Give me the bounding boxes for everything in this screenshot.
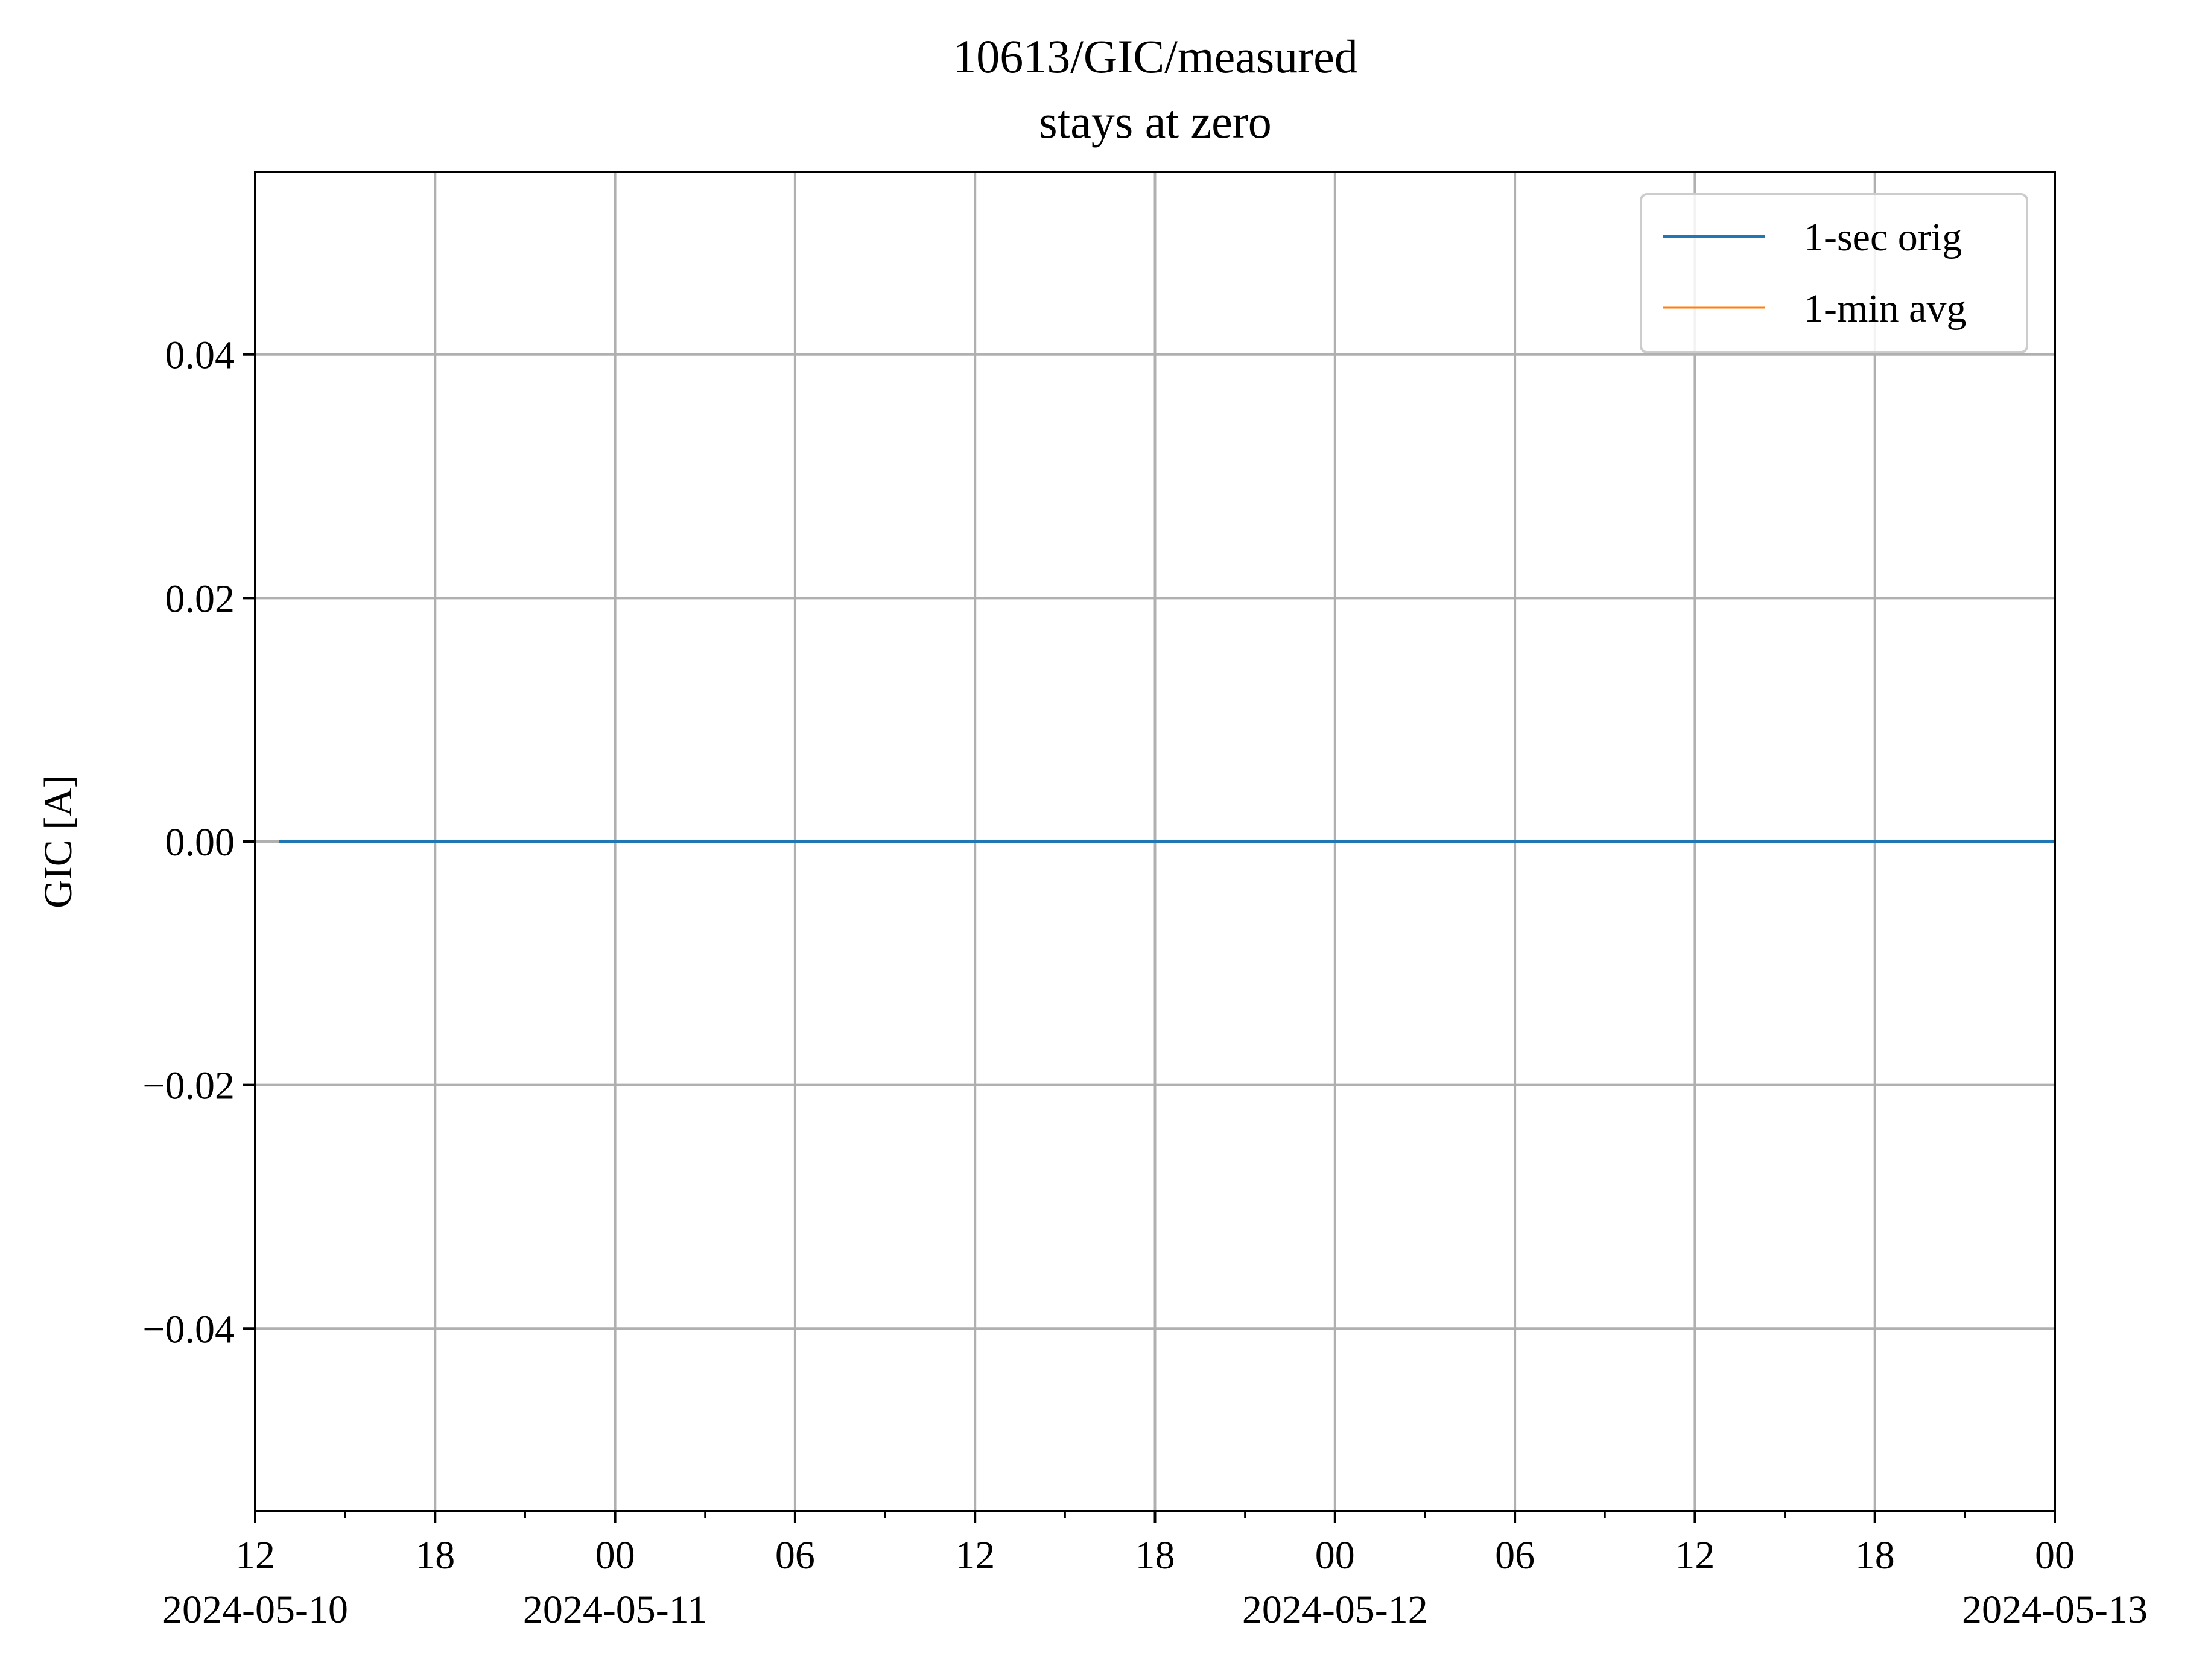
x-date-label: 2024-05-10 xyxy=(162,1588,348,1632)
x-tick-label: 12 xyxy=(955,1533,995,1577)
x-tick-label: 00 xyxy=(2035,1533,2075,1577)
y-tick-label: 0.02 xyxy=(165,577,235,621)
x-tick-label: 00 xyxy=(1315,1533,1355,1577)
y-tick-label: 0.04 xyxy=(165,334,235,378)
x-tick-label: 18 xyxy=(1855,1533,1895,1577)
x-date-label: 2024-05-13 xyxy=(1962,1588,2148,1632)
chart-title: 10613/GIC/measured xyxy=(953,30,1358,83)
x-tick-label: 12 xyxy=(1675,1533,1715,1577)
x-tick-label: 06 xyxy=(775,1533,815,1577)
y-tick-label: 0.00 xyxy=(165,820,235,864)
legend-box xyxy=(1640,193,2028,353)
y-tick-label: −0.02 xyxy=(142,1064,235,1108)
legend-label: 1-sec orig xyxy=(1804,215,1962,259)
x-tick-label: 12 xyxy=(235,1533,275,1577)
x-date-label: 2024-05-11 xyxy=(523,1588,708,1632)
axis-ticks: 12 2024-05-10 18 00 2024-05-11 06 12 18 00 2024-0… xyxy=(142,334,2148,1632)
y-axis-label: GIC [A] xyxy=(36,775,80,908)
y-tick-label: −0.04 xyxy=(142,1307,235,1351)
x-tick-label: 06 xyxy=(1495,1533,1535,1577)
x-tick-label: 18 xyxy=(1135,1533,1175,1577)
legend-label: 1-min avg xyxy=(1804,287,1966,331)
x-tick-label: 18 xyxy=(415,1533,455,1577)
x-tick-label: 00 xyxy=(595,1533,635,1577)
legend: 1-sec orig 1-min avg xyxy=(1640,193,2028,353)
x-date-label: 2024-05-12 xyxy=(1242,1588,1428,1632)
chart-subtitle: stays at zero xyxy=(1039,95,1272,148)
